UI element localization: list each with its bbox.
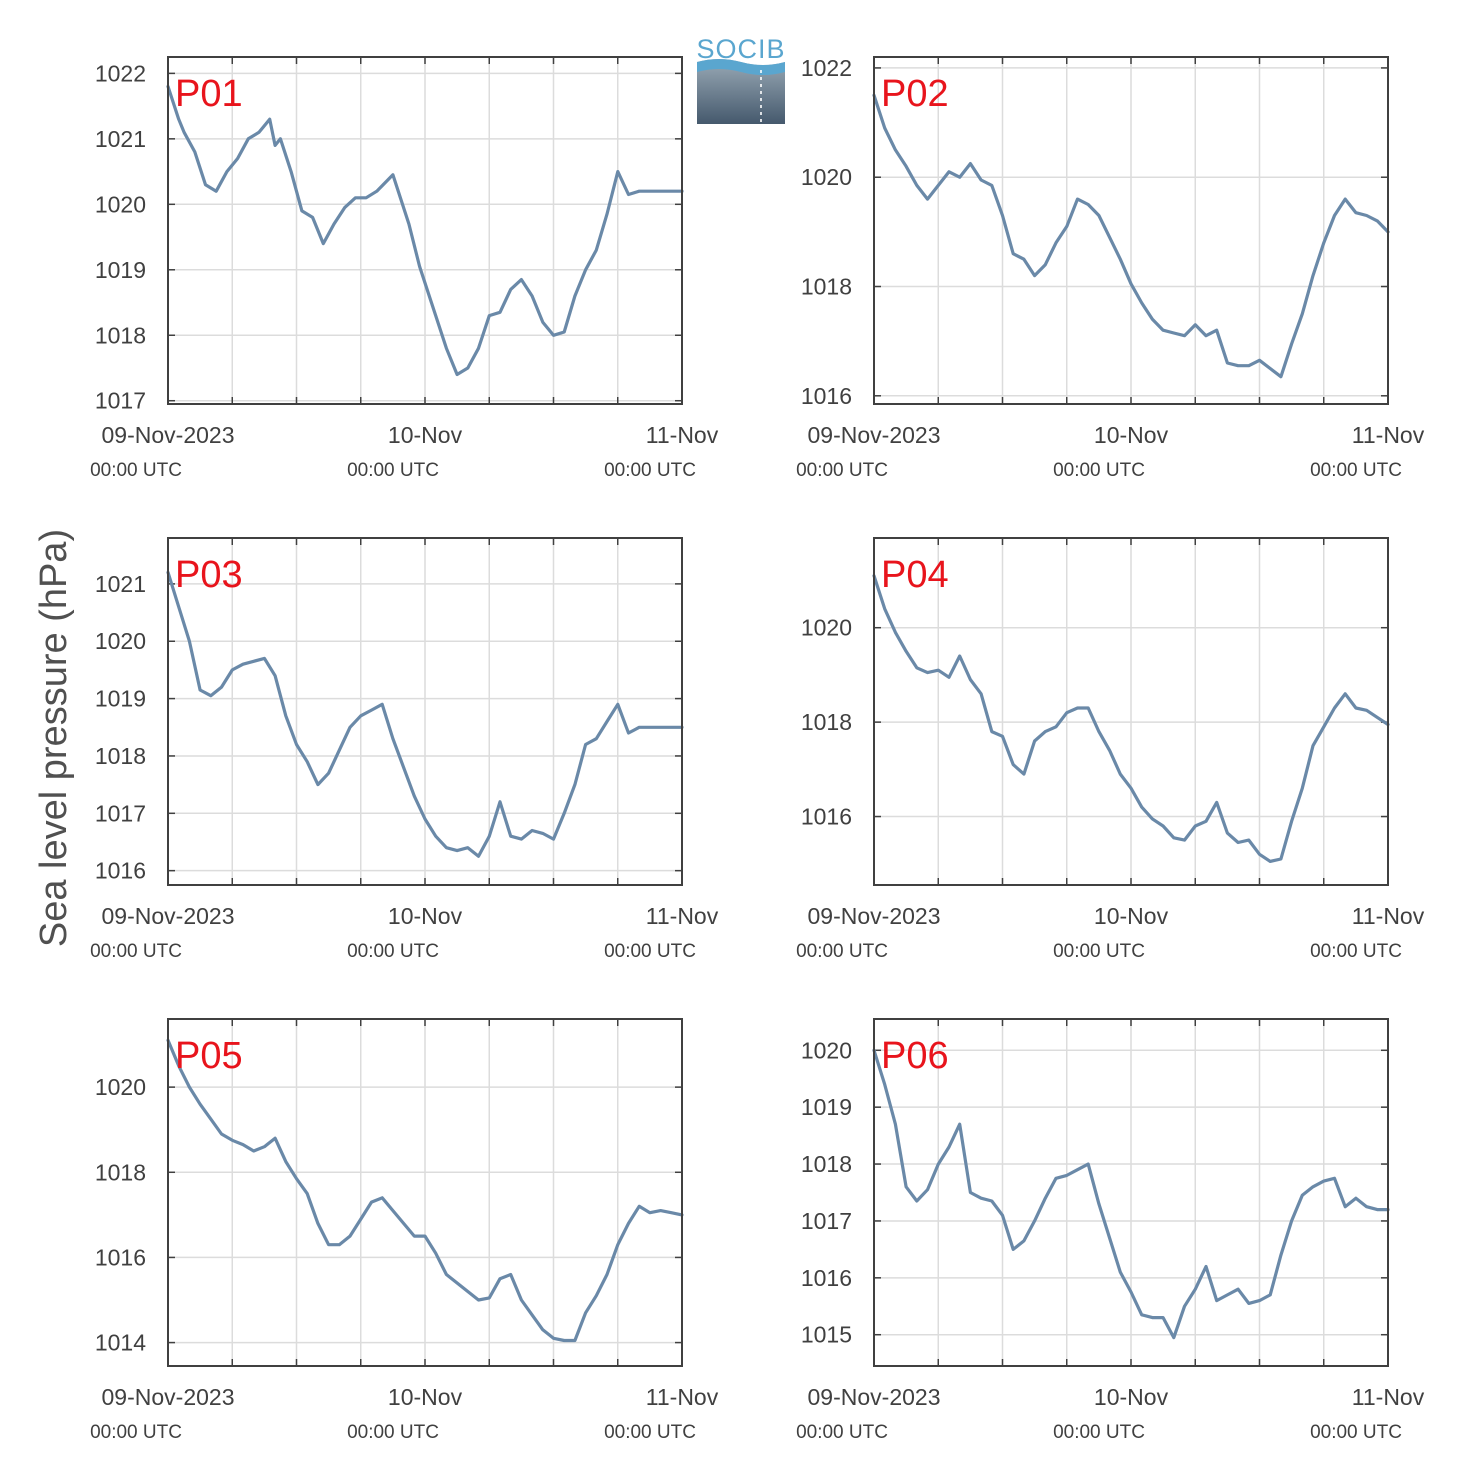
y-tick-label: 1019 [801, 1094, 852, 1120]
x-tick-label: 11-Nov [1352, 1384, 1425, 1410]
x-tick-label: 09-Nov-2023 [102, 422, 235, 448]
y-tick-label: 1018 [95, 322, 146, 348]
panel-p01: 1017 1018 1019 1020 1021 1022 09-Nov-2023 00:00… [90, 56, 719, 481]
y-tick-label: 1018 [801, 709, 852, 735]
y-tick-label: 1019 [95, 686, 146, 712]
y-tick-label: 1020 [95, 628, 146, 654]
x-tick-sublabel: 00:00 UTC [347, 941, 439, 962]
panel-label: P05 [175, 1035, 243, 1077]
x-tick-label: 11-Nov [646, 903, 719, 929]
x-tick-sublabel: 00:00 UTC [796, 1422, 888, 1443]
x-tick-label: 11-Nov [1352, 903, 1425, 929]
series-line-p04 [872, 574, 1390, 864]
plot-frame [873, 537, 1389, 886]
y-tick-label: 1016 [801, 1265, 852, 1291]
y-tick-label: 1016 [95, 1244, 146, 1270]
x-tick-label: 09-Nov-2023 [102, 903, 235, 929]
y-axis-label: Sea level pressure (hPa) [33, 529, 75, 947]
x-tick-sublabel: 00:00 UTC [1053, 460, 1145, 481]
x-tick-sublabel: 00:00 UTC [90, 941, 182, 962]
x-tick-sublabel: 00:00 UTC [347, 460, 439, 481]
x-tick-label: 09-Nov-2023 [808, 1384, 941, 1410]
x-tick-label: 10-Nov [388, 422, 463, 448]
panel-p06: 1015 1016 1017 1018 1019 1020 09-Nov-2023 00:00… [796, 1018, 1425, 1443]
x-tick-sublabel: 00:00 UTC [90, 460, 182, 481]
x-tick-label: 10-Nov [1094, 422, 1169, 448]
series-line-p03 [166, 570, 684, 858]
panel-label: P04 [881, 554, 949, 596]
x-tick-label: 10-Nov [1094, 903, 1169, 929]
x-tick-sublabel: 00:00 UTC [1310, 941, 1402, 962]
x-tick-sublabel: 00:00 UTC [796, 460, 888, 481]
x-tick-sublabel: 00:00 UTC [604, 460, 696, 481]
panel-p05: 1014 1016 1018 1020 09-Nov-2023 00:00 UTC 10-N… [90, 1018, 719, 1443]
y-tick-label: 1022 [801, 55, 852, 81]
x-tick-label: 10-Nov [1094, 1384, 1169, 1410]
x-tick-label: 10-Nov [388, 903, 463, 929]
y-tick-label: 1018 [95, 1159, 146, 1185]
y-tick-label: 1019 [95, 257, 146, 283]
y-tick-label: 1014 [95, 1330, 146, 1356]
y-tick-label: 1020 [801, 615, 852, 641]
y-tick-label: 1018 [801, 274, 852, 300]
panel-p04: 1016 1018 1020 09-Nov-2023 00:00 UTC 10-Nov 00… [796, 537, 1425, 962]
y-tick-label: 1016 [95, 858, 146, 884]
x-tick-sublabel: 00:00 UTC [604, 1422, 696, 1443]
plot-frame [873, 56, 1389, 405]
y-tick-label: 1015 [801, 1322, 852, 1348]
series-line-p05 [166, 1038, 684, 1343]
plot-frame [167, 56, 683, 405]
series-line-p01 [166, 84, 684, 377]
plot-frame [167, 1018, 683, 1367]
y-tick-label: 1021 [95, 571, 146, 597]
x-tick-label: 11-Nov [646, 1384, 719, 1410]
y-tick-label: 1017 [95, 388, 146, 414]
y-tick-label: 1022 [95, 60, 146, 86]
socib-logo: SOCIB [696, 34, 785, 124]
x-tick-label: 09-Nov-2023 [808, 422, 941, 448]
x-tick-sublabel: 00:00 UTC [1310, 1422, 1402, 1443]
x-tick-label: 11-Nov [1352, 422, 1425, 448]
plot-frame [167, 537, 683, 886]
plot-frame [873, 1018, 1389, 1367]
y-tick-label: 1016 [801, 383, 852, 409]
series-line-p06 [872, 1048, 1390, 1340]
socib-logo-text: SOCIB [696, 34, 785, 64]
y-tick-label: 1020 [95, 191, 146, 217]
x-tick-sublabel: 00:00 UTC [604, 941, 696, 962]
x-tick-label: 11-Nov [646, 422, 719, 448]
x-tick-sublabel: 00:00 UTC [1310, 460, 1402, 481]
y-tick-label: 1017 [95, 800, 146, 826]
x-tick-sublabel: 00:00 UTC [90, 1422, 182, 1443]
y-tick-label: 1017 [801, 1208, 852, 1234]
series-line-p02 [872, 93, 1390, 379]
x-tick-sublabel: 00:00 UTC [796, 941, 888, 962]
y-tick-label: 1020 [95, 1074, 146, 1100]
panel-label: P02 [881, 73, 949, 115]
y-tick-label: 1018 [801, 1151, 852, 1177]
panel-label: P06 [881, 1035, 949, 1077]
y-tick-label: 1016 [801, 804, 852, 830]
x-tick-sublabel: 00:00 UTC [1053, 1422, 1145, 1443]
panel-p03: 1016 1017 1018 1019 1020 1021 09-Nov-2023 00:00… [90, 537, 719, 962]
x-tick-label: 09-Nov-2023 [808, 903, 941, 929]
x-tick-sublabel: 00:00 UTC [347, 1422, 439, 1443]
x-tick-label: 09-Nov-2023 [102, 1384, 235, 1410]
panel-label: P03 [175, 554, 243, 596]
y-tick-label: 1020 [801, 164, 852, 190]
y-tick-label: 1018 [95, 743, 146, 769]
x-tick-label: 10-Nov [388, 1384, 463, 1410]
y-tick-label: 1020 [801, 1037, 852, 1063]
x-tick-sublabel: 00:00 UTC [1053, 941, 1145, 962]
panel-p02: 1016 1018 1020 1022 09-Nov-2023 00:00 UTC 10-N… [796, 55, 1425, 481]
y-tick-label: 1021 [95, 126, 146, 152]
panel-label: P01 [175, 73, 243, 115]
